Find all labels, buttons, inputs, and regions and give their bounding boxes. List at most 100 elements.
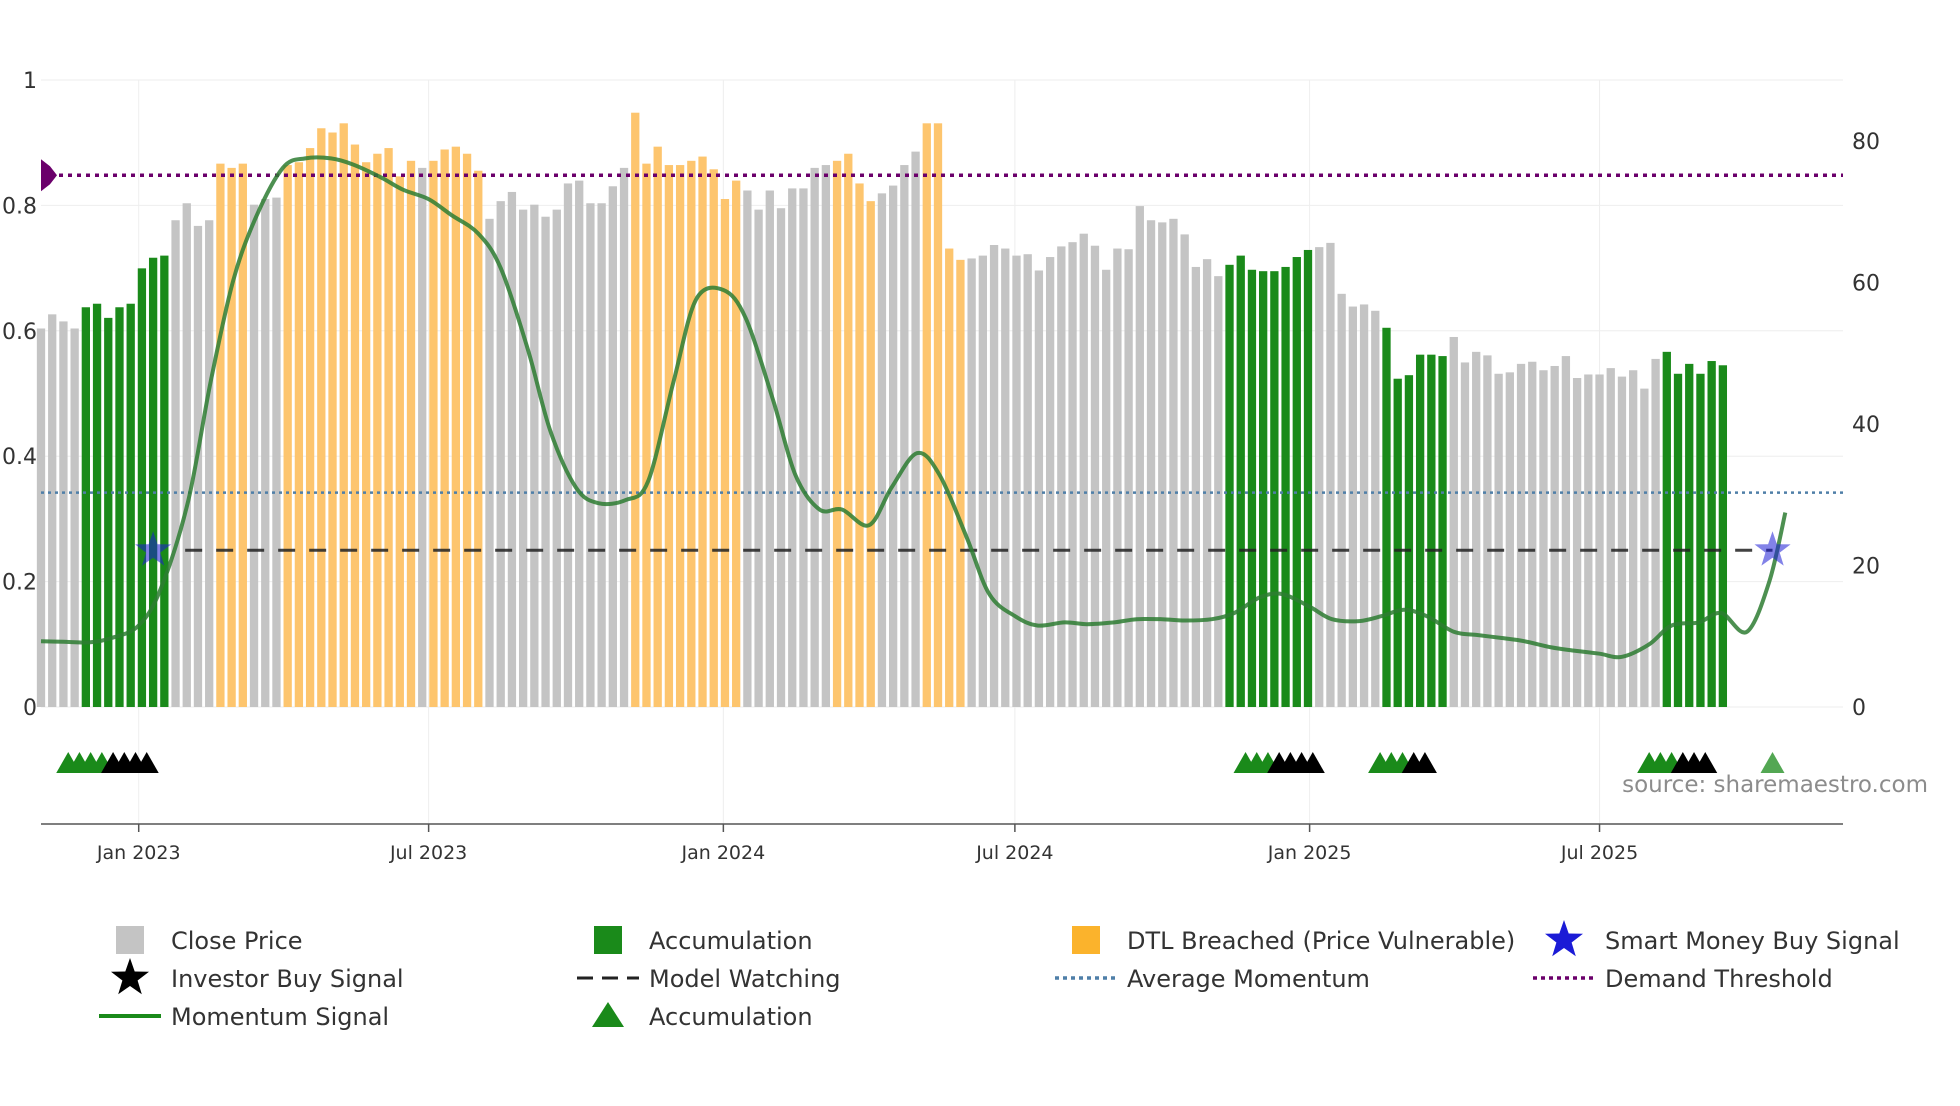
- close-price-bar: [1068, 242, 1077, 708]
- demand-threshold-marker: [41, 159, 57, 192]
- close-price-bar: [261, 199, 270, 707]
- close-price-bar: [1135, 206, 1144, 707]
- accumulation-bar: [1673, 373, 1683, 707]
- close-price-bar: [48, 314, 57, 707]
- accumulation-bar: [126, 303, 135, 707]
- close-price-bar: [485, 218, 494, 707]
- close-price-bar: [563, 183, 573, 707]
- close-price-bar: [272, 197, 281, 707]
- close-price-bar: [1102, 269, 1111, 707]
- close-price-bar: [1113, 248, 1122, 708]
- close-price-bar: [1606, 368, 1615, 707]
- close-price-bar: [496, 201, 505, 707]
- close-price-bar: [1001, 248, 1010, 708]
- close-price-bar: [552, 209, 561, 707]
- close-price-bar: [575, 180, 584, 707]
- close-price-bar: [193, 225, 203, 707]
- dtl-breached-bar: [720, 199, 730, 707]
- left-axis-tick-label: 0.2: [2, 571, 37, 596]
- accumulation-bar: [1427, 354, 1436, 707]
- close-price-bar: [619, 167, 629, 707]
- close-price-bar: [1045, 257, 1055, 707]
- close-price-bar: [1371, 310, 1380, 707]
- dtl-breached-bar: [238, 163, 247, 707]
- accumulation-bar: [1259, 271, 1268, 707]
- dtl-breached-bar: [294, 162, 304, 708]
- close-price-bar: [182, 203, 191, 707]
- black-star-icon: [111, 958, 149, 995]
- legend-label-avg: Average Momentum: [1127, 965, 1370, 993]
- close-price-bar: [1651, 358, 1660, 707]
- dtl-breached-bar: [855, 183, 864, 707]
- close-price-bar: [205, 220, 214, 708]
- accumulation-bar: [1404, 375, 1414, 707]
- dtl-breached-bar: [216, 163, 225, 707]
- legend-label-dtl: DTL Breached (Price Vulnerable): [1127, 927, 1515, 955]
- close-price-bar: [1057, 246, 1066, 708]
- close-price-bar: [597, 203, 606, 707]
- dtl-breached-bar: [631, 112, 640, 707]
- accumulation-bar: [115, 307, 124, 707]
- legend-label-watch: Model Watching: [649, 965, 841, 993]
- legend-label-accum: Accumulation: [649, 927, 813, 955]
- dtl-breached-bar: [339, 123, 348, 707]
- close-price-bar: [1617, 376, 1627, 707]
- dtl-breached-bar: [675, 165, 685, 707]
- dtl-breached-bar: [474, 170, 483, 708]
- dtl-breached-bar: [956, 259, 965, 707]
- close-price-bar: [608, 186, 617, 707]
- close-price-bar: [1315, 247, 1324, 707]
- close-price-bar: [1550, 365, 1559, 707]
- dtl-breached-bar: [384, 148, 393, 707]
- accumulation-bar: [1270, 271, 1279, 707]
- dtl-breached-bar: [945, 248, 954, 708]
- accumulation-bar: [1696, 373, 1705, 707]
- dtl-breached-bar: [305, 148, 315, 707]
- x-axis-tick-label: Jan 2024: [681, 842, 766, 864]
- accumulation-bar: [1393, 378, 1402, 707]
- smart-money-buy-signal-star: [1754, 531, 1791, 566]
- close-price-bar: [507, 191, 517, 707]
- accumulation-bar: [1685, 363, 1694, 707]
- x-axis-tick-label: Jul 2023: [389, 842, 467, 864]
- close-price-bar: [1516, 363, 1526, 707]
- close-price-bar: [1090, 245, 1100, 707]
- left-axis-tick-label: 0: [23, 696, 37, 721]
- close-price-bar: [518, 209, 528, 707]
- left-axis-tick-label: 0.6: [2, 320, 37, 345]
- close-price-bar: [1584, 374, 1593, 707]
- close-price-bar: [1169, 218, 1178, 707]
- investor-signal-marker: [1412, 752, 1437, 773]
- close-price-bar: [1023, 254, 1032, 707]
- close-price-bar: [1483, 355, 1492, 707]
- close-price-bar: [418, 167, 427, 707]
- left-axis-tick-label: 1: [23, 69, 37, 94]
- accumulation-bar: [104, 317, 113, 707]
- right-axis-tick-label: 20: [1852, 555, 1880, 580]
- close-price-bar: [788, 188, 797, 708]
- close-price-bar: [1158, 222, 1167, 708]
- close-price-bar: [888, 185, 898, 707]
- close-price-bar: [1012, 255, 1021, 708]
- legend-label-demand: Demand Threshold: [1605, 965, 1833, 993]
- dtl-breached-bar: [642, 163, 651, 707]
- dtl-breached-bar: [350, 144, 360, 708]
- accumulation-bar: [81, 307, 90, 707]
- dtl-breached-bar: [451, 146, 461, 707]
- close-price-bar: [1539, 370, 1548, 707]
- close-price-bar: [1528, 361, 1537, 707]
- close-price-bar: [1079, 233, 1088, 707]
- accumulation-bar: [1438, 356, 1447, 707]
- close-price-bar: [530, 204, 539, 708]
- close-price-bar: [1180, 234, 1189, 707]
- accumulation-bar: [1303, 249, 1313, 707]
- accumulation-bar: [1718, 365, 1728, 707]
- close-price-bar: [1337, 293, 1346, 707]
- close-price-bar: [967, 258, 976, 707]
- gray-square-icon: [116, 926, 144, 954]
- close-price-bar: [1202, 259, 1212, 707]
- legend-label-momentum: Momentum Signal: [171, 1003, 389, 1031]
- legend-label-investor: Investor Buy Signal: [171, 965, 404, 993]
- close-price-bar: [877, 193, 887, 708]
- accumulation-bar: [1236, 255, 1245, 708]
